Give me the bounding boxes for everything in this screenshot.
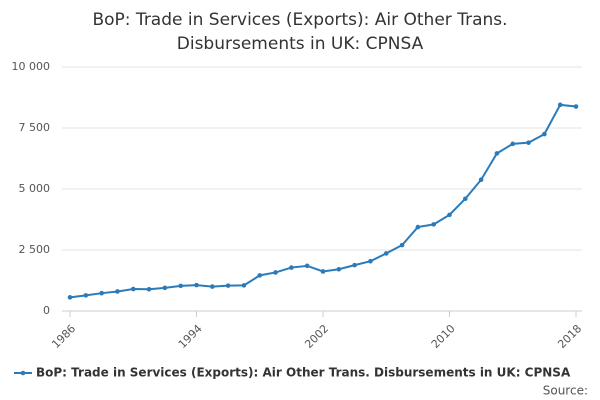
data-point	[542, 131, 547, 137]
y-tick-label: 0	[43, 304, 50, 317]
data-point	[368, 258, 373, 264]
data-point	[99, 290, 104, 296]
data-point	[210, 284, 215, 289]
data-point	[383, 251, 389, 256]
y-tick-label: 7 500	[19, 121, 51, 134]
data-point	[257, 273, 263, 278]
data-point	[320, 269, 326, 274]
data-point	[273, 270, 278, 275]
data-point	[115, 289, 120, 294]
data-point	[178, 283, 183, 289]
data-point	[241, 283, 247, 288]
data-point	[304, 263, 310, 269]
data-point	[352, 262, 357, 268]
data-point	[162, 285, 168, 291]
data-point	[510, 141, 516, 147]
data-point	[463, 196, 468, 202]
data-point	[573, 104, 579, 109]
source-label: Source:	[543, 384, 588, 398]
data-point	[415, 224, 421, 230]
x-tick-label: 1986	[49, 322, 78, 351]
data-point	[557, 102, 563, 108]
data-point	[526, 140, 531, 145]
x-tick-label: 1994	[176, 322, 205, 351]
x-tick-label: 2018	[555, 322, 584, 351]
data-line	[69, 103, 577, 299]
chart-title: BoP: Trade in Services (Exports): Air Ot…	[92, 10, 508, 54]
y-tick-label: 5 000	[19, 182, 51, 195]
data-point	[478, 177, 484, 183]
data-point	[225, 283, 231, 288]
data-point	[67, 295, 73, 300]
x-tick-label: 2002	[302, 322, 331, 351]
data-point	[289, 265, 294, 270]
data-point	[431, 222, 436, 227]
y-tick-label: 10 000	[12, 60, 51, 73]
legend-label: BoP: Trade in Services (Exports): Air Ot…	[36, 366, 571, 380]
y-tick-label: 2 500	[19, 243, 51, 256]
data-point	[447, 212, 452, 218]
x-tick-label: 2010	[429, 322, 458, 351]
legend-marker	[20, 370, 26, 376]
data-point	[130, 286, 136, 292]
data-point	[194, 282, 199, 288]
data-point	[336, 266, 342, 272]
data-point	[399, 242, 405, 248]
data-point	[494, 151, 500, 156]
data-point	[146, 286, 152, 292]
data-point	[83, 293, 89, 298]
